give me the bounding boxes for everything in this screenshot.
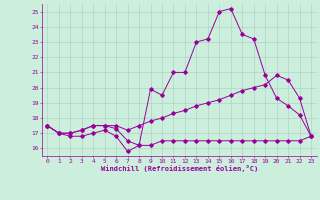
X-axis label: Windchill (Refroidissement éolien,°C): Windchill (Refroidissement éolien,°C) bbox=[100, 165, 258, 172]
